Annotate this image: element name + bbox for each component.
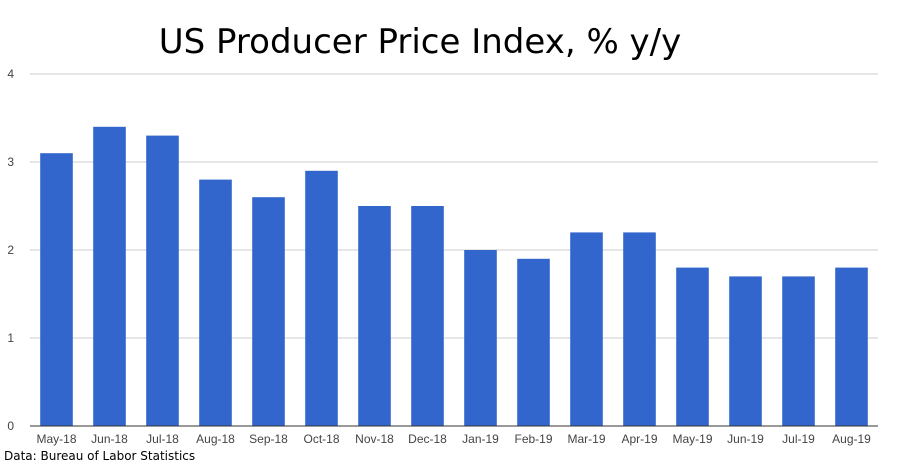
bar-aug-18	[199, 179, 232, 426]
bar-feb-19	[517, 258, 550, 426]
x-tick-label: Jun-19	[727, 432, 764, 446]
bar-oct-18	[305, 170, 338, 426]
bar-aug-19	[835, 267, 868, 426]
bars	[40, 126, 868, 427]
bar-nov-18	[358, 206, 391, 426]
x-tick-label: Jul-19	[782, 432, 815, 446]
bar-sep-18	[252, 197, 285, 426]
x-tick-label: Apr-19	[621, 432, 657, 446]
bar-mar-19	[570, 232, 603, 426]
y-tick-label: 0	[7, 419, 14, 433]
y-tick-label: 3	[7, 155, 14, 169]
bar-jun-18	[93, 126, 126, 427]
x-tick-label: Jun-18	[91, 432, 128, 446]
chart-title: US Producer Price Index, % y/y	[158, 22, 682, 62]
x-tick-label: Aug-18	[196, 432, 235, 446]
x-tick-label: Nov-18	[355, 432, 394, 446]
y-tick-label: 2	[7, 243, 14, 257]
bar-jun-19	[729, 276, 762, 426]
y-axis-labels: 0 1 2 3 4	[7, 67, 14, 433]
x-tick-label: Mar-19	[567, 432, 605, 446]
x-tick-label: May-18	[36, 432, 76, 446]
y-tick-label: 4	[7, 67, 14, 81]
bar-jan-19	[464, 250, 497, 426]
bar-jul-18	[146, 135, 179, 426]
y-tick-label: 1	[7, 331, 14, 345]
bar-may-19	[676, 267, 709, 426]
x-axis-labels: May-18 Jun-18 Jul-18 Aug-18 Sep-18 Oct-18 Nov-…	[36, 432, 871, 446]
x-tick-label: Dec-18	[408, 432, 447, 446]
source-note: Data: Bureau of Labor Statistics	[4, 449, 196, 463]
x-tick-label: Jan-19	[462, 432, 499, 446]
x-tick-label: Oct-18	[303, 432, 339, 446]
x-tick-label: Jul-18	[146, 432, 179, 446]
x-tick-label: Sep-18	[249, 432, 288, 446]
bar-may-18	[40, 153, 73, 426]
bar-apr-19	[623, 232, 656, 426]
bar-dec-18	[411, 206, 444, 426]
x-tick-label: May-19	[672, 432, 712, 446]
x-tick-label: Feb-19	[514, 432, 552, 446]
x-tick-label: Aug-19	[832, 432, 871, 446]
bar-jul-19	[782, 276, 815, 426]
